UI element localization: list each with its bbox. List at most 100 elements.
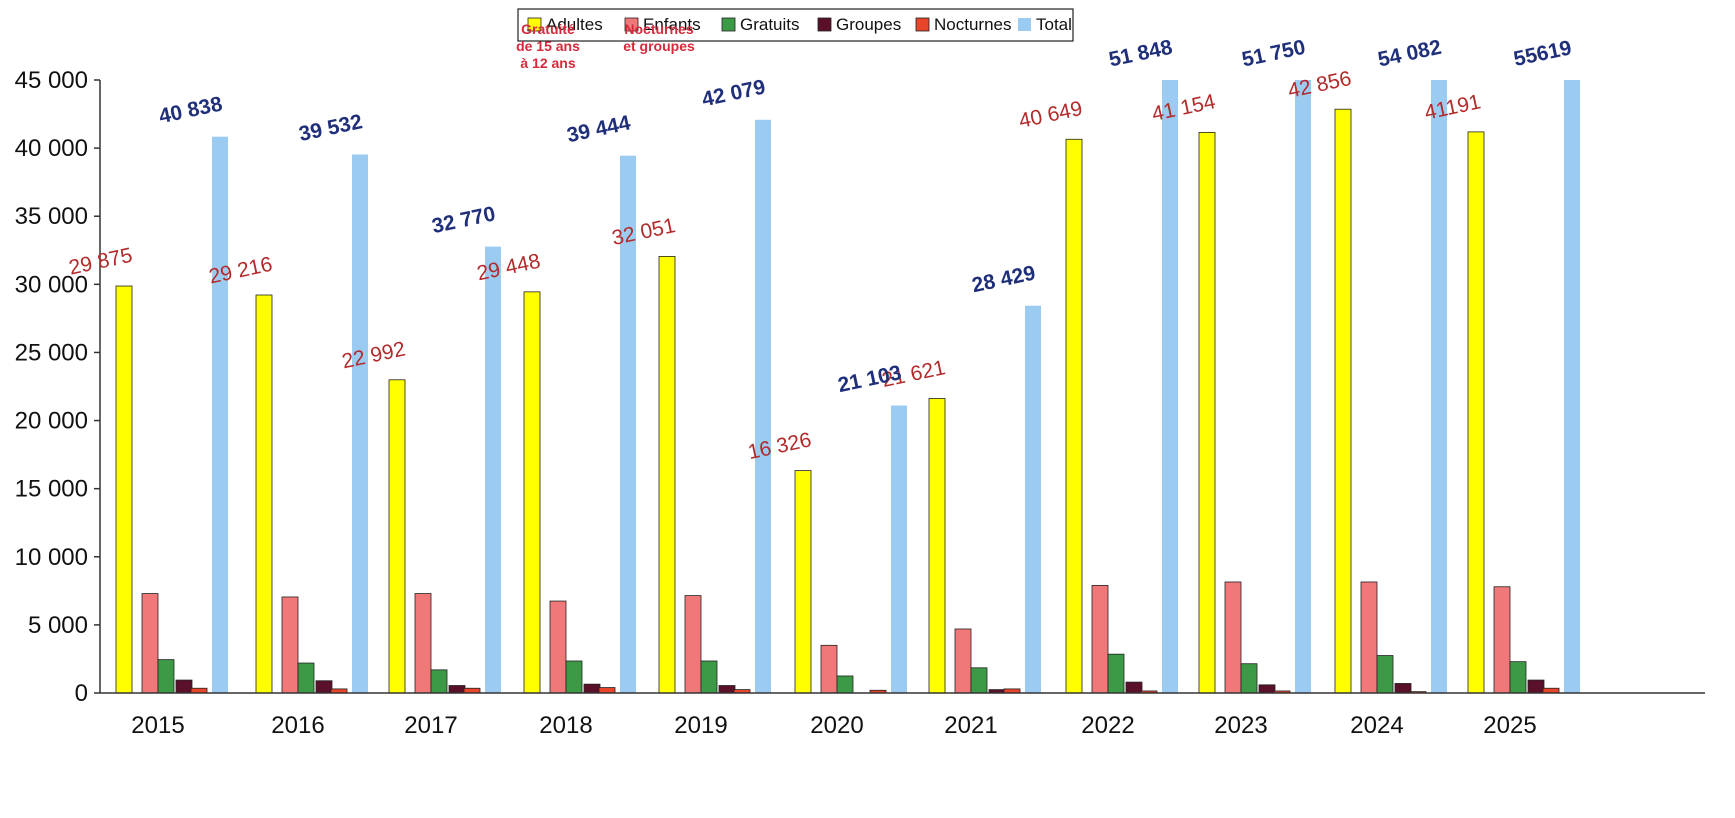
bar-total-2018	[620, 155, 636, 694]
bar-adultes-2018	[523, 291, 541, 694]
bar-total-2017	[485, 246, 501, 693]
total-value-label-2020: 21 103	[836, 361, 904, 397]
legend-swatch	[915, 17, 930, 32]
x-axis: 2015 2016 2017 2018 2019 2020 2021 2022 2023 2024…	[100, 692, 1705, 739]
legend-label: Enfants	[643, 15, 701, 34]
y-tick-label: 40 000	[15, 135, 88, 162]
bar-total-2025	[1564, 80, 1580, 693]
legend-item-total: Total	[1018, 15, 1072, 34]
bar-groupes-2023	[1258, 684, 1276, 694]
bar-groupes-2022	[1125, 681, 1143, 694]
total-value-label-2021: 28 429	[970, 261, 1038, 297]
legend-swatch	[817, 17, 832, 32]
adultes-value-label-2023: 41 154	[1150, 90, 1218, 126]
bar-total-2021	[1025, 305, 1041, 693]
x-tick-label-2023: 2023	[1214, 712, 1267, 739]
bar-total-2016	[352, 154, 368, 693]
bar-groupes-2024	[1394, 683, 1412, 694]
series-groupes	[175, 679, 1545, 694]
y-tick-label: 25 000	[15, 339, 88, 366]
bar-adultes-2024	[1334, 108, 1352, 694]
y-tick-label: 20 000	[15, 408, 88, 435]
bar-gratuits-2023	[1240, 663, 1258, 694]
bar-enfants-2020	[820, 644, 838, 694]
annotation-line: à 12 ans	[520, 55, 575, 71]
y-tick-label: 30 000	[15, 271, 88, 298]
annotation-line: de 15 ans	[516, 38, 580, 54]
x-tick-label-2025: 2025	[1483, 712, 1536, 739]
bar-adultes-2016	[255, 294, 273, 694]
total-value-label-2019: 42 079	[700, 76, 768, 112]
total-value-label-2025: 55619	[1512, 36, 1574, 71]
bar-enfants-2017	[414, 593, 432, 694]
series-adultes	[115, 108, 1485, 694]
total-value-label-2015: 40 838	[157, 92, 225, 128]
bar-gratuits-2017	[430, 669, 448, 694]
total-value-label-2016: 39 532	[297, 110, 365, 146]
y-tick-label: 5 000	[28, 612, 88, 639]
y-axis: 0 5 000 10 000 15 000 20 000 25 000 30 000 35 0…	[15, 67, 101, 707]
legend-item-adultes: Adultes	[527, 15, 603, 34]
x-tick-label-2020: 2020	[810, 712, 863, 739]
x-tick-label-2017: 2017	[404, 712, 457, 739]
total-value-label-2022: 51 848	[1107, 36, 1175, 72]
bar-gratuits-2021	[970, 667, 988, 694]
legend: Adultes Enfants Gratuits Groupes Nocturnes To…	[517, 8, 1074, 42]
legend-box	[517, 8, 1074, 42]
bars	[115, 80, 1580, 694]
bar-enfants-2021	[954, 628, 972, 694]
adultes-value-label-2022: 40 649	[1017, 97, 1085, 133]
series-total	[212, 80, 1580, 694]
legend-label: Nocturnes	[934, 15, 1011, 34]
bar-adultes-2017	[388, 379, 406, 694]
x-tick-label-2016: 2016	[271, 712, 324, 739]
bar-enfants-2019	[684, 595, 702, 694]
bar-adultes-2025	[1467, 131, 1485, 694]
bar-enfants-2015	[141, 593, 159, 694]
adultes-value-label-2018: 29 448	[475, 250, 543, 286]
x-tick-label-2022: 2022	[1081, 712, 1134, 739]
bar-enfants-2018	[549, 600, 567, 694]
bar-gratuits-2015	[157, 659, 175, 694]
bar-groupes-2017	[448, 685, 466, 694]
adultes-value-label-2024: 42 856	[1286, 67, 1354, 103]
bar-gratuits-2024	[1376, 655, 1394, 694]
legend-label: Adultes	[546, 15, 603, 34]
legend-swatch	[1018, 18, 1031, 31]
bar-total-2022	[1162, 80, 1178, 693]
annotation-line: Nocturnes	[624, 21, 693, 37]
legend-swatch	[721, 17, 736, 32]
bar-total-2015	[212, 136, 228, 694]
bar-gratuits-2025	[1509, 661, 1527, 694]
legend-label: Gratuits	[740, 15, 800, 34]
bar-groupes-2018	[583, 683, 601, 694]
x-tick-label-2015: 2015	[131, 712, 184, 739]
annotation-line: et groupes	[623, 38, 695, 54]
bar-groupes-2019	[718, 685, 736, 694]
bar-enfants-2024	[1360, 581, 1378, 694]
y-tick-label: 45 000	[15, 67, 88, 94]
x-tick-label-2019: 2019	[674, 712, 727, 739]
bar-enfants-2016	[281, 596, 299, 694]
bar-adultes-2023	[1198, 131, 1216, 694]
bar-adultes-2019	[658, 255, 676, 694]
bar-gratuits-2022	[1107, 653, 1125, 694]
annotation-line: Gratuité	[521, 21, 575, 37]
total-value-label-2017: 32 770	[430, 202, 498, 238]
legend-item-nocturnes: Nocturnes	[915, 15, 1011, 34]
total-value-label-2018: 39 444	[565, 111, 633, 147]
bar-adultes-2021	[928, 398, 946, 694]
bar-total-2019	[755, 119, 771, 693]
y-tick-label: 0	[75, 680, 88, 707]
y-tick-label: 15 000	[15, 476, 88, 503]
legend-swatch	[624, 17, 639, 32]
legend-item-enfants: Enfants	[624, 15, 701, 34]
legend-label: Total	[1036, 15, 1072, 34]
bar-groupes-2025	[1527, 679, 1545, 694]
bar-gratuits-2020	[836, 675, 854, 694]
bar-groupes-2015	[175, 679, 193, 694]
series-nocturnes	[190, 687, 1560, 694]
